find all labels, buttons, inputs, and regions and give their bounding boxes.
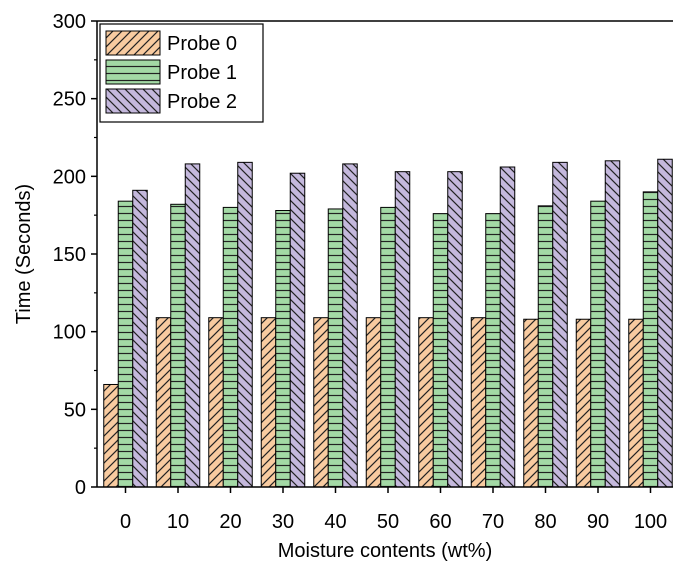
legend-item-probe-2: Probe 2: [105, 88, 237, 114]
bar-probe-2-50: [394, 171, 411, 488]
y-tick-label: 150: [53, 244, 86, 266]
bar-probe-1-100: [642, 191, 659, 488]
x-axis-label: Moisture contents (wt%): [278, 540, 493, 562]
bar-probe-2-100: [657, 158, 673, 488]
bar-probe-1-40: [327, 208, 344, 488]
legend-label: Probe 0: [167, 33, 237, 55]
x-tick-label: 10: [167, 511, 189, 533]
x-tick-label: 30: [272, 511, 294, 533]
bar-probe-2-30: [289, 172, 306, 488]
legend: Probe 0 Probe 1 Probe 2: [99, 23, 264, 123]
y-axis-label: Time (Seconds): [13, 184, 35, 324]
bar-probe-2-70: [499, 166, 516, 488]
bars-layer: [103, 158, 673, 488]
bar-probe-1-80: [537, 205, 554, 488]
y-tick-label: 250: [53, 89, 86, 111]
bar-probe-0-80: [523, 318, 539, 488]
bar-probe-0-100: [628, 318, 644, 488]
x-tick-label: 20: [219, 511, 241, 533]
y-ticks: 0 50 100 150 200 250 300: [53, 11, 97, 499]
bar-probe-1-70: [485, 213, 501, 488]
y-tick-label: 100: [53, 322, 86, 344]
bar-probe-2-80: [552, 161, 568, 488]
y-tick-label: 0: [75, 477, 86, 499]
bar-probe-0-60: [418, 317, 434, 488]
legend-label: Probe 1: [167, 62, 237, 84]
bar-probe-0-40: [313, 317, 329, 488]
bar-probe-1-0: [117, 200, 134, 488]
bar-probe-2-20: [237, 161, 253, 488]
bar-probe-1-10: [170, 203, 186, 488]
bar-probe-1-20: [222, 206, 239, 488]
y-tick-label: 300: [53, 11, 86, 33]
x-tick-label: 100: [634, 511, 667, 533]
x-tick-label: 50: [377, 511, 399, 533]
bar-probe-0-30: [260, 317, 277, 488]
x-tick-label: 40: [324, 511, 346, 533]
x-ticks: 0 10 20 30 40 50 60 70 80 90 100: [120, 487, 667, 533]
x-tick-label: 80: [534, 511, 556, 533]
bar-probe-2-0: [132, 189, 148, 488]
bar-probe-0-90: [575, 318, 592, 488]
legend-label: Probe 2: [167, 91, 237, 113]
bar-probe-0-0: [103, 383, 119, 488]
bar-probe-2-10: [184, 163, 201, 488]
y-tick-label: 50: [64, 399, 86, 421]
legend-item-probe-1: Probe 1: [105, 59, 237, 85]
bar-probe-1-50: [380, 206, 396, 488]
bar-probe-0-50: [365, 317, 382, 488]
bar-probe-1-30: [275, 210, 291, 488]
bar-probe-0-20: [208, 317, 224, 488]
bar-probe-0-10: [155, 317, 172, 488]
x-tick-label: 60: [429, 511, 451, 533]
bar-probe-2-40: [342, 163, 358, 488]
bar-probe-0-70: [470, 317, 487, 488]
y-tick-label: 200: [53, 166, 86, 188]
x-tick-label: 70: [482, 511, 504, 533]
x-tick-label: 0: [120, 511, 131, 533]
x-tick-label: 90: [587, 511, 609, 533]
bar-probe-2-60: [447, 171, 463, 488]
bar-probe-2-90: [604, 160, 621, 488]
bar-probe-1-60: [432, 213, 449, 488]
bar-probe-1-90: [590, 200, 606, 488]
legend-item-probe-0: Probe 0: [105, 30, 237, 56]
